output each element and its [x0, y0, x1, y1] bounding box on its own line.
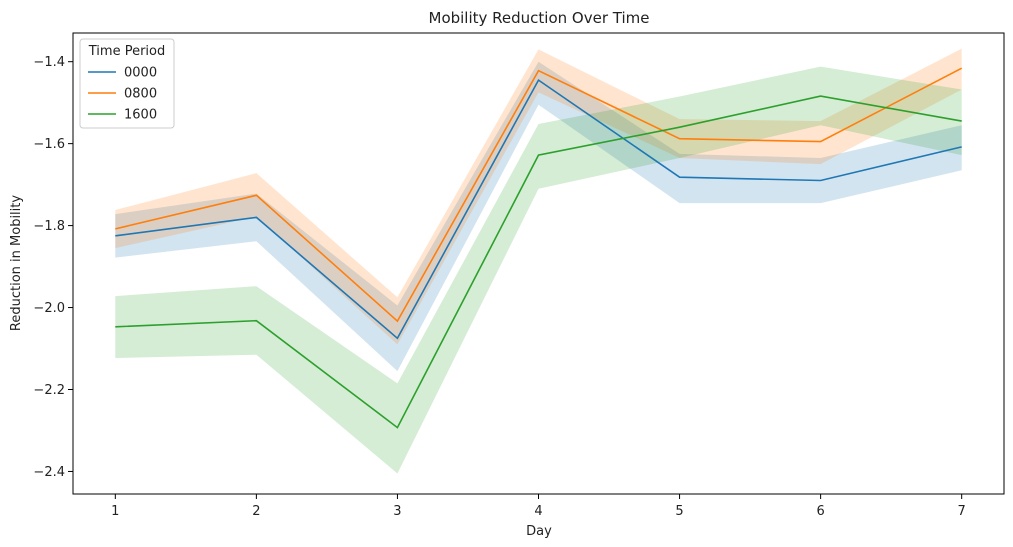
confidence-band-0000: [115, 61, 962, 372]
legend-label-0000: 0000: [124, 66, 157, 81]
y-tick-label: −2.4: [33, 465, 65, 480]
series-lines: [115, 67, 963, 429]
legend-box: [79, 38, 175, 129]
x-tick-label: 3: [393, 504, 401, 519]
legend-label-1600: 1600: [124, 108, 157, 123]
series-line-1600: [115, 95, 962, 429]
series-line-0800: [115, 67, 963, 323]
confidence-band-0800: [115, 48, 962, 345]
x-tick-label: 6: [816, 504, 824, 519]
confidence-bands: [115, 48, 962, 474]
x-tick-label: 1: [111, 504, 119, 519]
y-tick-label: −1.6: [33, 137, 65, 152]
chart-title: Mobility Reduction Over Time: [429, 9, 650, 27]
x-tick-label: 2: [252, 504, 260, 519]
confidence-band-1600: [115, 66, 962, 474]
y-axis-label: Reduction in Mobility: [9, 195, 24, 331]
series-line-0000: [115, 78, 962, 340]
y-tick-label: −1.4: [33, 55, 65, 70]
y-tick-label: −2.0: [33, 301, 65, 316]
x-axis-label: Day: [526, 524, 552, 539]
y-tick-label: −1.8: [33, 219, 65, 234]
x-tick-label: 4: [534, 504, 542, 519]
x-tick-label: 5: [675, 504, 683, 519]
x-tick-label: 7: [958, 504, 966, 519]
x-axis: 1 2 3 4 5 6 7: [111, 494, 966, 519]
y-tick-label: −2.2: [33, 383, 65, 398]
legend-title: Time Period: [88, 44, 165, 59]
y-axis: −2.4 −2.2 −2.0 −1.8 −1.6 −1.4: [33, 55, 73, 480]
legend: Time Period 0000 0800 1600: [79, 38, 175, 129]
legend-label-0800: 0800: [124, 87, 157, 102]
